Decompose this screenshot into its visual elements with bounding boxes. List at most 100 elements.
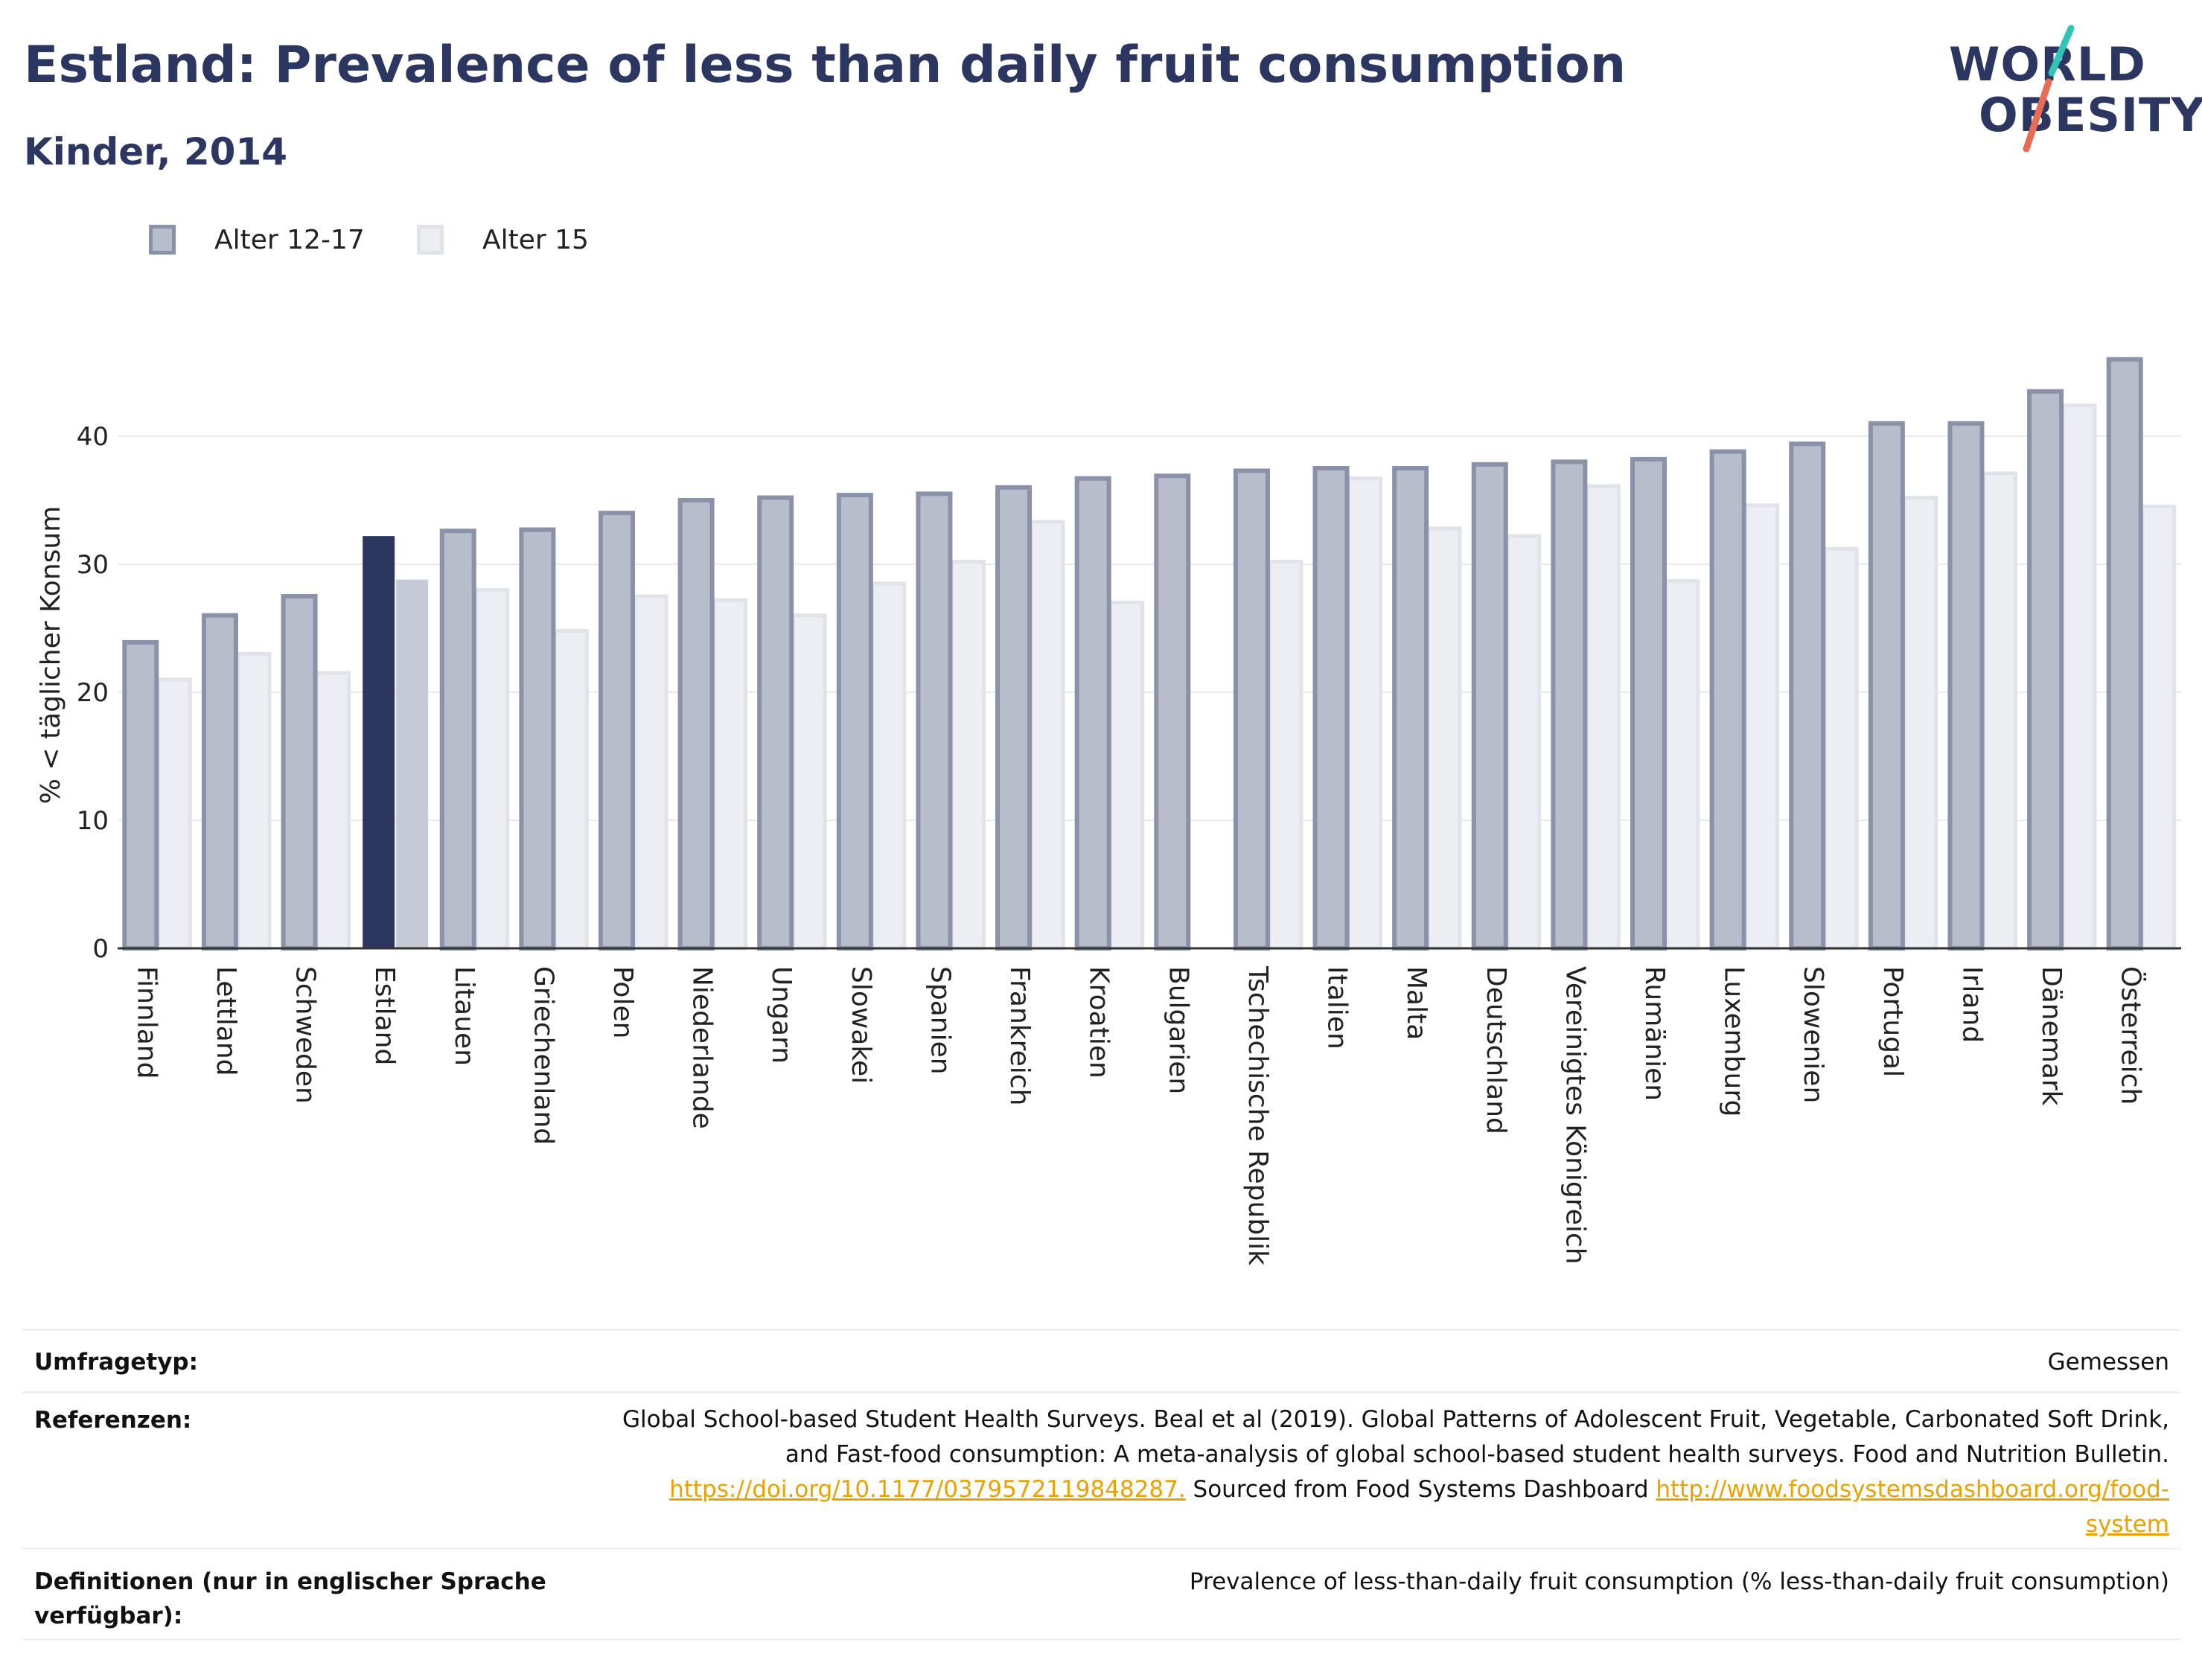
x-tick-label: Spanien	[925, 966, 955, 1075]
references-label: Referenzen:	[34, 1407, 192, 1434]
bar-age-12-17	[1551, 459, 1588, 951]
definitions-label-line-2: verfügbar):	[34, 1603, 183, 1629]
bar-age-12-17	[1947, 421, 1985, 951]
x-tick-label: Finnland	[131, 966, 162, 1079]
bar-age-12-17	[1312, 466, 1350, 951]
food-systems-link[interactable]: http://www.foodsystemsdashboard.org/food…	[1656, 1476, 2169, 1503]
x-tick-label: Österreich	[2116, 966, 2147, 1105]
x-tick-label: Schweden	[290, 966, 321, 1104]
bar-age-12-17	[519, 527, 556, 951]
x-tick-label: Dänemark	[2036, 966, 2067, 1106]
x-tick-label: Polen	[607, 966, 638, 1038]
bar-chart: 0 10 20 30 40 % < täglicher Konsum Finnland Let…	[36, 357, 2181, 1265]
bar-age-12-17	[1789, 441, 1826, 951]
footer-row-survey: Umfragetyp: Gemessen	[22, 1329, 2181, 1391]
bar-age-15	[2140, 505, 2177, 951]
bar-age-15	[791, 613, 827, 951]
legend-swatch-age-12-17	[149, 225, 176, 255]
x-tick-label: Slowakei	[846, 966, 876, 1084]
survey-type-label: Umfragetyp:	[34, 1349, 198, 1376]
bar-age-15	[1108, 601, 1145, 951]
world-obesity-logo: WORLD OBESITY	[1943, 22, 2202, 164]
bar-age-12-17	[1868, 421, 1905, 951]
bar-age-15	[1029, 520, 1065, 951]
x-tick-label: Estland	[369, 966, 400, 1065]
bar-age-15	[1426, 526, 1462, 951]
bar-age-15	[1505, 534, 1542, 951]
bar-age-15	[1664, 578, 1700, 951]
chart-subtitle: Kinder, 2014	[24, 130, 288, 173]
bar-age-15	[1743, 503, 1780, 951]
bar-age-12-17	[201, 613, 238, 951]
bar-age-15	[1981, 471, 2017, 951]
bar-age-15	[712, 598, 748, 951]
bar-age-15	[1822, 546, 1859, 951]
definitions-value: Prevalence of less-than-daily fruit cons…	[1189, 1568, 2169, 1595]
bar-age-15	[235, 651, 272, 951]
x-tick-label: Bulgarien	[1163, 966, 1193, 1094]
x-tick-label: Portugal	[1877, 966, 1908, 1077]
x-tick-label: Frankreich	[1004, 966, 1035, 1105]
bar-age-12-17	[757, 495, 794, 951]
x-tick-label: Deutschland	[1481, 966, 1511, 1134]
logo-slash-icon	[2023, 25, 2075, 153]
bar-age-12-17	[1154, 473, 1191, 951]
x-tick-label: Slowenien	[1798, 966, 1828, 1103]
x-tick-label: Rumänien	[1639, 966, 1670, 1101]
x-tick-label: Tschechische Republik	[1242, 965, 1273, 1265]
definitions-label: Definitionen (nur in englischer Sprache v…	[34, 1565, 546, 1633]
references-line-2: and Fast-food consumption: A meta-analys…	[785, 1441, 2169, 1468]
bar-age-12-17	[1709, 449, 1746, 951]
x-tick-label: Ungarn	[766, 966, 797, 1064]
y-tick-label: 30	[77, 550, 109, 580]
x-tick-label: Irland	[1956, 966, 1987, 1043]
x-tick-label: Italien	[1322, 966, 1353, 1050]
bar-age-15	[396, 579, 429, 948]
bar-age-12-17	[1630, 456, 1667, 951]
x-tick-label: Kroatien	[1084, 966, 1114, 1079]
definitions-label-line-1: Definitionen (nur in englischer Sprache	[34, 1568, 546, 1595]
x-tick-label: Vereinigtes Königreich	[1560, 966, 1590, 1265]
food-systems-link-continued[interactable]: system	[2085, 1511, 2169, 1538]
bar-age-15	[949, 560, 986, 951]
bar-age-12-17	[1074, 476, 1111, 951]
references-line-1: Global School-based Student Health Surve…	[622, 1406, 2169, 1433]
bar-age-15	[2061, 403, 2097, 951]
bar-age-15	[473, 587, 510, 951]
x-tick-label: Litauen	[449, 966, 479, 1066]
x-tick-label: Luxemburg	[1719, 966, 1749, 1117]
survey-type-value: Gemessen	[2047, 1349, 2169, 1376]
bar-age-12-17	[2106, 357, 2143, 951]
bar-age-12-17	[836, 493, 873, 951]
y-tick-label: 40	[77, 422, 109, 452]
bar-age-15	[156, 677, 192, 951]
logo-line-2: OBESITY	[1979, 88, 2202, 142]
bar-age-12-17	[2027, 389, 2064, 951]
bar-age-12-17	[916, 491, 953, 951]
x-tick-label: Griechenland	[528, 966, 558, 1145]
bar-age-12-17	[439, 528, 476, 951]
bar-age-12-17	[1233, 468, 1270, 951]
footer-row-definitions: Definitionen (nur in englischer Sprache v…	[22, 1548, 2181, 1641]
bar-age-12-17	[1392, 466, 1429, 951]
chart-footer: Umfragetyp: Gemessen Referenzen: Global …	[22, 1329, 2181, 1641]
bar-age-15	[632, 594, 668, 951]
bar-age-12-17	[599, 511, 635, 951]
y-tick-label: 10	[77, 806, 109, 836]
bar-age-15	[1584, 484, 1621, 951]
sourced-from-text: Sourced from Food Systems Dashboard	[1185, 1476, 1656, 1503]
references-value: Global School-based Student Health Surve…	[622, 1402, 2169, 1542]
bar-age-12-17	[122, 639, 159, 951]
x-tick-label: Niederlande	[687, 966, 718, 1129]
bar-age-12-17	[363, 536, 395, 948]
doi-link[interactable]: https://doi.org/10.1177/0379572119848287…	[669, 1476, 1186, 1503]
bar-age-12-17	[281, 594, 318, 951]
legend-label-age-12-17: Alter 12-17	[214, 225, 365, 255]
legend-swatch-age-15	[417, 225, 444, 255]
chart-title: Estland: Prevalence of less than daily f…	[24, 36, 1627, 95]
x-tick-label: Malta	[1401, 966, 1432, 1040]
bar-age-15	[870, 581, 907, 951]
bar-age-12-17	[677, 498, 715, 951]
y-tick-label: 20	[77, 678, 109, 708]
footer-row-references: Referenzen: Global School-based Student …	[22, 1391, 2181, 1548]
